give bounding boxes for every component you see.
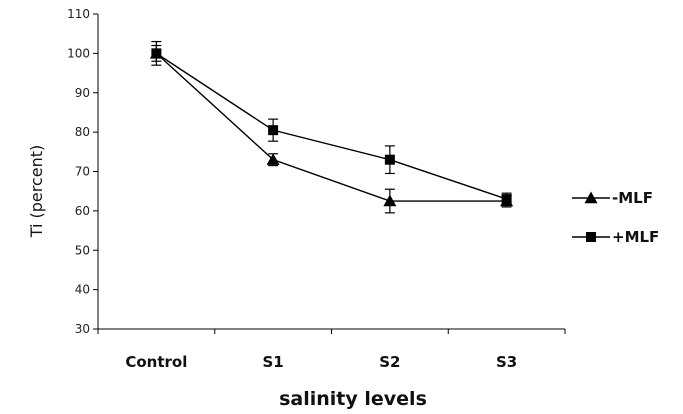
y-tick-label: 40 [75, 283, 90, 297]
series-minus-mlf [149, 44, 514, 214]
x-tick-label: S1 [263, 353, 284, 371]
legend-label: -MLF [612, 189, 653, 207]
x-axis-ticks: Control S1 S2 S3 [97, 329, 566, 371]
data-point [266, 153, 280, 165]
data-point [384, 154, 395, 165]
x-tick-label: S3 [496, 353, 517, 371]
x-tick-label: Control [125, 353, 187, 371]
series-line [155, 52, 507, 200]
x-tick-label: S2 [379, 353, 400, 371]
x-axis-label: salinity levels [279, 388, 427, 410]
y-tick-label: 100 [67, 46, 90, 60]
y-axis-ticks: 30 40 50 60 70 80 90 100 110 [67, 7, 98, 336]
data-point [268, 125, 279, 136]
y-tick-label: 50 [75, 243, 90, 257]
data-point [501, 194, 512, 205]
y-tick-label: 90 [75, 86, 90, 100]
legend-label: +MLF [612, 228, 659, 246]
y-tick-label: 30 [75, 322, 90, 336]
data-point [383, 194, 397, 207]
y-tick-label: 60 [75, 204, 90, 218]
series-line [155, 52, 507, 202]
legend-marker [586, 232, 596, 242]
y-tick-label: 110 [67, 7, 90, 21]
y-tick-label: 80 [75, 125, 90, 139]
y-axis-label: Ti (percent) [27, 145, 46, 239]
legend-entry: +MLF [572, 228, 659, 246]
y-tick-label: 70 [75, 165, 90, 179]
data-point [151, 48, 162, 59]
legend-entry: -MLF [572, 189, 653, 207]
legend: -MLF +MLF [572, 189, 659, 246]
legend-marker [584, 191, 598, 204]
series-plus-mlf [151, 40, 512, 206]
plot-area [149, 40, 514, 214]
